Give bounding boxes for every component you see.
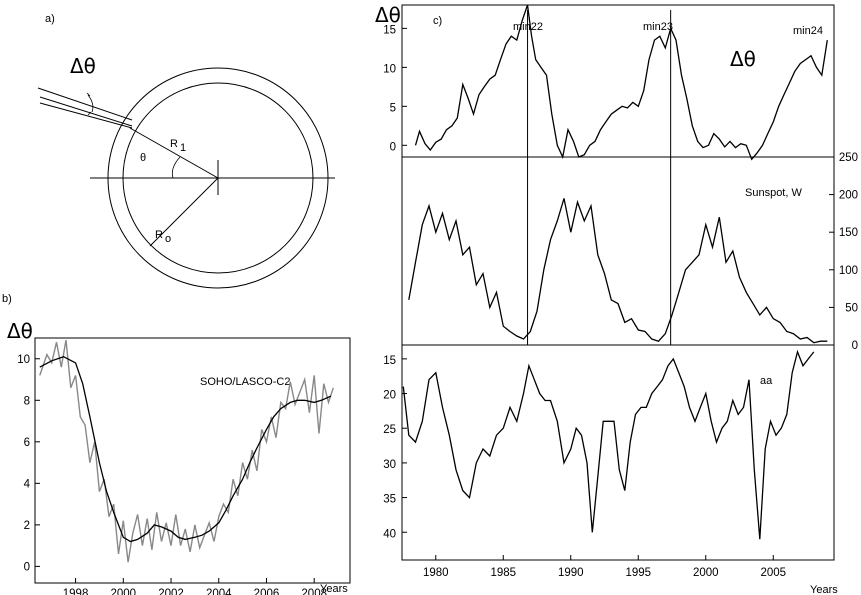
min24-label: min24 <box>793 25 823 37</box>
panel-b-xtick-label: 2006 <box>254 588 280 595</box>
panel-c-bottom-ytick-label: 35 <box>383 494 396 506</box>
panel-b-series-1-line <box>39 355 332 543</box>
ray-2 <box>39 96 133 127</box>
panel-b-xtick-label: 2004 <box>206 588 232 595</box>
delta-theta-arrows <box>86 92 92 116</box>
panel-b-frame <box>34 337 351 584</box>
panel-c-xlabel: Years <box>810 584 838 595</box>
panel-c-bottom-ytick-label: 30 <box>383 459 396 471</box>
panel-c-middle-ytick-label: 0 <box>852 340 858 352</box>
panel-b-ylabel: Δθ <box>7 319 33 343</box>
panel-c-label: c) <box>433 15 442 27</box>
panel-b-ytick-label: 4 <box>24 478 31 490</box>
panel-c-xtick-label: 2005 <box>760 567 786 579</box>
panel-c-top-ytick-label: 0 <box>390 141 396 153</box>
panel-c-bottom-ytick-label: 15 <box>383 355 396 367</box>
r1-subscript: 1 <box>180 142 186 154</box>
panel-c-xtick-label: 1985 <box>490 567 516 579</box>
radius-r1 <box>129 127 219 179</box>
panel-c-top-ytick-label: 15 <box>383 24 396 36</box>
panel-b-series-0-line <box>39 339 334 563</box>
panel-a-delta-theta: Δθ <box>70 54 96 78</box>
panel-b-title: SOHO/LASCO-C2 <box>200 376 290 388</box>
panel-b-ytick-label: 0 <box>24 561 30 573</box>
ray-1 <box>37 87 133 121</box>
panel-c-xtick-label: 1980 <box>423 567 449 579</box>
panel-c-frame <box>401 4 835 561</box>
r0-label: R <box>155 229 163 241</box>
panel-c-middle-ytick-label: 100 <box>839 265 858 277</box>
panel-b-chart: b) Δθ SOHO/LASCO-C2 Years 0 2 4 6 8 10 1998 200… <box>2 293 351 595</box>
panel-c-middle-ytick-label: 200 <box>839 190 858 202</box>
panel-c-xtick-label: 2000 <box>693 567 719 579</box>
panel-b-ytick-label: 2 <box>24 520 30 532</box>
delta-theta-arc <box>87 94 94 113</box>
panel-b-ytick-label: 10 <box>17 354 30 366</box>
panel-b-label: b) <box>2 293 12 305</box>
panel-c-chart: c) Δθ min22 min23 min24 Δθ Sunspot, W aa… <box>375 3 858 595</box>
panel-c-middle-ytick-label: 250 <box>839 152 858 164</box>
panel-b-xtick-label: 2000 <box>110 588 136 595</box>
aa-label: aa <box>760 375 773 387</box>
panel-b-ytick-label: 6 <box>24 437 30 449</box>
panel-c-bottom-ytick-label: 20 <box>383 390 396 402</box>
r0-subscript: o <box>165 233 171 245</box>
theta-arc <box>171 156 181 179</box>
panel-c-ylabel: Δθ <box>375 3 401 27</box>
sunspot-label: Sunspot, W <box>745 187 802 199</box>
panel-c-middle-ytick-label: 150 <box>839 227 858 239</box>
panel-a-label: a) <box>45 13 55 25</box>
panel-b-xtick-label: 2008 <box>301 588 327 595</box>
panel-c-top-ytick-label: 5 <box>390 102 396 114</box>
ray-3 <box>39 102 133 129</box>
panel-c-xtick-label: 1995 <box>625 567 651 579</box>
panel-c-xtick-label: 1990 <box>558 567 584 579</box>
panel-b-xtick-label: 2002 <box>158 588 184 595</box>
panel-c-top-series-0-line <box>414 4 828 161</box>
radius-r0 <box>149 177 219 247</box>
panel-b-xlabel: Years <box>320 583 348 595</box>
panel-c-top-ytick-label: 10 <box>383 63 396 75</box>
panel-c-middle-series-0-line <box>408 198 828 344</box>
theta-label: θ <box>140 152 146 164</box>
min23-label: min23 <box>643 21 673 33</box>
panel-b-ytick-label: 8 <box>24 395 30 407</box>
panel-c-big-delta-theta: Δθ <box>730 47 756 71</box>
panel-c-bottom-ytick-label: 25 <box>383 424 396 436</box>
panel-c-middle-ytick-label: 50 <box>845 302 858 314</box>
r1-label: R <box>170 138 178 150</box>
panel-b-xtick-label: 1998 <box>63 588 89 595</box>
panel-c-bottom-series-0-line <box>402 349 815 540</box>
panel-a-diagram: a) Δθ R 1 θ R o <box>37 13 335 289</box>
panel-c-bottom-ytick-label: 40 <box>383 528 396 540</box>
